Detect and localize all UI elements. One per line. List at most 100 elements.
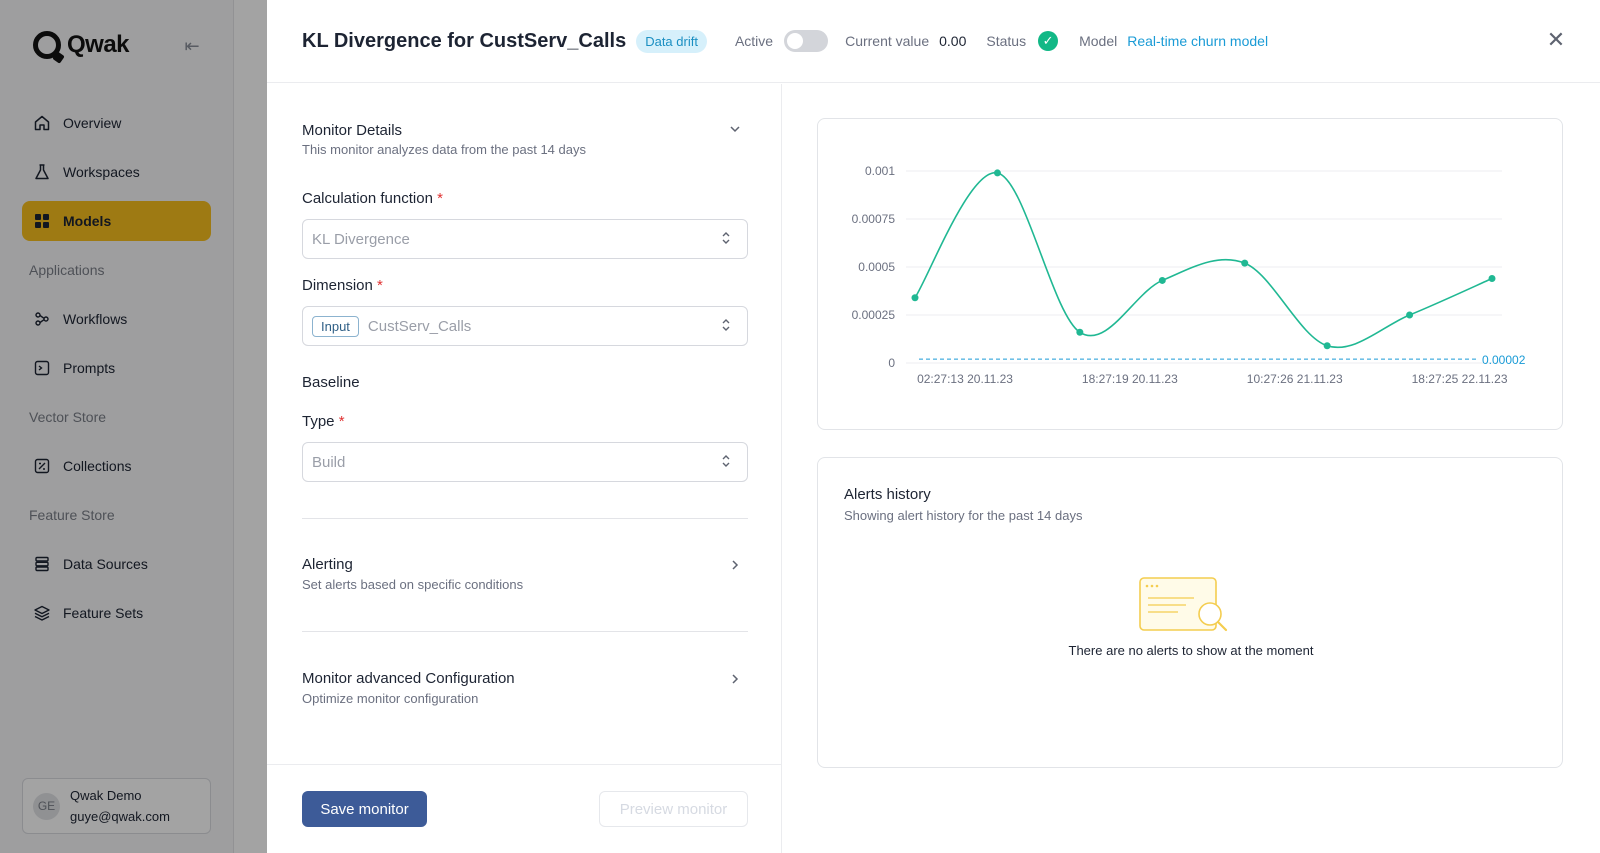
qwak-logo-icon (33, 31, 61, 59)
alerting-title[interactable]: Alerting (302, 556, 353, 573)
sidebar-item-data-sources[interactable]: Data Sources (22, 544, 211, 584)
dimension-label: Dimension * (302, 277, 383, 294)
data-point (911, 294, 919, 302)
chevron-up-down-icon (721, 230, 731, 247)
sidebar-item-overview[interactable]: Overview (22, 103, 211, 143)
required-mark: * (338, 413, 345, 430)
sidebar-nav: Overview Workspaces Models Applications … (22, 103, 211, 642)
alerts-history-title: Alerts history (844, 486, 931, 503)
sidebar-item-collections[interactable]: Collections (22, 446, 211, 486)
drift-chart-card: 0 0.00025 0.0005 0.00075 0.001 02:27:13 20.11… (817, 118, 1563, 430)
advanced-config-title[interactable]: Monitor advanced Configuration (302, 670, 515, 687)
alerts-history-card: Alerts history Showing alert history for… (817, 457, 1563, 768)
advanced-config-subtitle: Optimize monitor configuration (302, 691, 479, 706)
monitor-form: Monitor Details This monitor analyzes da… (267, 84, 782, 853)
collections-icon (33, 457, 51, 475)
chevron-down-icon[interactable] (727, 122, 743, 138)
model-link[interactable]: Real-time churn model (1127, 33, 1269, 49)
dimension-value: CustServ_Calls (367, 317, 472, 335)
calc-function-select[interactable]: KL Divergence (302, 219, 748, 259)
data-point (1488, 275, 1496, 283)
alerts-history-subtitle: Showing alert history for the past 14 da… (844, 508, 1083, 523)
flask-icon (33, 163, 51, 181)
current-value: 0.00 (939, 33, 967, 49)
data-point (993, 169, 1001, 177)
y-tick-label: 0 (888, 356, 895, 370)
sidebar-item-label: Workspaces (63, 164, 140, 180)
baseline-type-label: Type * (302, 413, 345, 430)
collapse-sidebar-icon[interactable]: ⇤ (184, 36, 200, 56)
chevron-right-icon[interactable] (727, 558, 743, 574)
calc-function-value: KL Divergence (312, 230, 410, 248)
sidebar-item-label: Workflows (63, 311, 128, 327)
page-title: KL Divergence for CustServ_Calls (302, 29, 627, 52)
sidebar-item-models[interactable]: Models (22, 201, 211, 241)
calc-function-label: Calculation function * (302, 190, 443, 207)
y-tick-label: 0.00075 (852, 212, 896, 226)
drift-line-chart: 0 0.00025 0.0005 0.00075 0.001 02:27:13 20.11… (852, 164, 1526, 386)
active-toggle[interactable] (784, 30, 829, 52)
y-tick-label: 0.001 (865, 164, 895, 178)
baseline-title: Baseline (302, 374, 360, 391)
required-mark: * (377, 277, 383, 294)
close-icon[interactable]: ✕ (1546, 27, 1566, 52)
data-point (1323, 342, 1331, 350)
preview-monitor-button[interactable]: Preview monitor (599, 791, 748, 827)
status-label: Status (986, 33, 1027, 49)
workflow-icon (33, 310, 51, 328)
sidebar-item-prompts[interactable]: Prompts (22, 348, 211, 388)
prompt-icon (33, 359, 51, 377)
chevron-up-down-icon (721, 317, 731, 334)
x-tick-label: 18:27:19 20.11.23 (1082, 372, 1178, 386)
sidebar: Qwak ⇤ Overview Workspaces Models Applic… (0, 0, 234, 853)
avatar: GE (33, 792, 60, 820)
baseline-type-value: Build (312, 453, 346, 471)
database-icon (33, 555, 51, 573)
baseline-type-select[interactable]: Build (302, 442, 748, 482)
monitor-details-title: Monitor Details (302, 122, 403, 139)
y-tick-label: 0.0005 (858, 260, 895, 274)
layers-icon (33, 604, 51, 622)
dimension-label-text: Dimension (302, 277, 373, 294)
user-profile[interactable]: GE Qwak Demo guye@qwak.com (22, 778, 211, 834)
empty-alerts-icon (1138, 576, 1238, 643)
monitor-drawer: KL Divergence for CustServ_Calls Data dr… (267, 0, 1600, 853)
x-tick-label: 10:27:26 21.11.23 (1247, 372, 1343, 386)
save-monitor-button[interactable]: Save monitor (302, 791, 427, 827)
user-name: Qwak Demo (70, 788, 142, 803)
threshold-label: 0.00002 (1482, 353, 1526, 367)
sidebar-item-label: Data Sources (63, 556, 148, 572)
active-label: Active (734, 33, 774, 49)
sidebar-item-workflows[interactable]: Workflows (22, 299, 211, 339)
sidebar-item-label: Overview (63, 115, 122, 131)
modal-backdrop[interactable] (0, 0, 267, 853)
sidebar-item-label: Models (63, 213, 112, 229)
drawer-header: KL Divergence for CustServ_Calls Data dr… (267, 0, 1600, 83)
y-tick-label: 0.00025 (852, 308, 896, 322)
baseline-type-label-text: Type (302, 413, 335, 430)
calc-function-label-text: Calculation function (302, 190, 433, 207)
divider (302, 631, 748, 632)
sidebar-item-feature-sets[interactable]: Feature Sets (22, 593, 211, 633)
model-label: Model (1079, 33, 1118, 49)
sidebar-item-workspaces[interactable]: Workspaces (22, 152, 211, 192)
form-footer: Save monitor Preview monitor (267, 764, 782, 853)
section-feature-store: Feature Store (29, 507, 115, 523)
sidebar-item-label: Feature Sets (63, 605, 144, 621)
sidebar-item-label: Collections (63, 458, 132, 474)
data-point (1406, 311, 1414, 319)
data-point (1076, 328, 1084, 336)
status-check-icon: ✓ (1038, 31, 1059, 51)
required-mark: * (437, 190, 443, 207)
monitor-details-subtitle: This monitor analyzes data from the past… (302, 142, 586, 157)
sidebar-item-label: Prompts (63, 360, 116, 376)
chevron-right-icon[interactable] (727, 672, 743, 688)
data-point (1241, 259, 1249, 267)
brand-logo[interactable]: Qwak (33, 29, 130, 61)
x-tick-label: 18:27:25 22.11.23 (1412, 372, 1508, 386)
empty-alerts-text: There are no alerts to show at the momen… (1068, 643, 1314, 658)
x-tick-label: 02:27:13 20.11.23 (917, 372, 1013, 386)
chevron-up-down-icon (721, 453, 731, 470)
dimension-select[interactable]: Input CustServ_Calls (302, 306, 748, 346)
grid-icon (33, 212, 51, 230)
